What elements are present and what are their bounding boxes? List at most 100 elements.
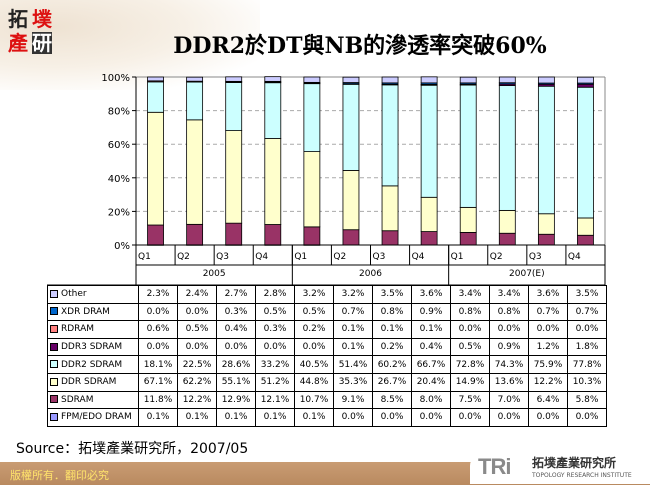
bar-segment-other xyxy=(537,76,555,84)
value-cell: 0.8% xyxy=(489,302,529,322)
value-cell: 0.4% xyxy=(411,337,451,357)
value-cell: 77.8% xyxy=(567,355,607,374)
value-cell: 0.0% xyxy=(528,408,568,427)
logo: 拓 墣 產 研 xyxy=(8,8,58,54)
bar-segment-other xyxy=(577,76,594,84)
value-cell: 74.3% xyxy=(489,355,529,374)
table-row: RDRAM 0.6% 0.5% 0.4% 0.3% 0.2% 0.1% 0.1% 0.1% 0.0… xyxy=(47,320,607,339)
quarter-label: Q3 xyxy=(529,252,542,262)
series-name: XDR DRAM xyxy=(61,306,110,317)
slide-title: DDR2於DT與NB的滲透率突破60% xyxy=(173,33,547,59)
value-cell: 12.1% xyxy=(255,390,295,410)
bar-segment-ddr2-sdram xyxy=(577,86,594,219)
bar-segment-ddr2-sdram xyxy=(264,82,282,139)
value-cell: 0.0% xyxy=(528,320,568,339)
series-name: Other xyxy=(61,289,87,300)
logo-char: 拓 xyxy=(8,7,28,31)
bar-segment-ddr-sdram xyxy=(264,138,282,225)
value-cell: 1.2% xyxy=(528,337,568,357)
data-table: Other 2.3% 2.4% 2.7% 2.8% 3.2% 3.2% 3.5% 3.6% 3.4… xyxy=(47,285,607,427)
legend-swatch xyxy=(50,324,58,333)
value-cell: 0.1% xyxy=(411,320,451,339)
value-cell: 0.5% xyxy=(294,302,334,322)
bar-segment-sdram xyxy=(537,233,555,246)
quarter-label: Q1 xyxy=(138,252,151,262)
series-name: DDR2 SDRAM xyxy=(61,359,123,370)
value-cell: 10.7% xyxy=(294,390,334,410)
value-cell: 0.5% xyxy=(255,302,295,322)
bar-segment-sdram xyxy=(225,222,243,246)
value-cell: 0.0% xyxy=(177,337,217,357)
value-cell: 13.6% xyxy=(489,372,529,392)
bar-segment-ddr-sdram xyxy=(342,170,360,231)
value-cell: 40.5% xyxy=(294,355,334,374)
quarter-label: Q4 xyxy=(412,252,425,262)
quarter-label: Q3 xyxy=(373,252,386,262)
bar-segment-ddr-sdram xyxy=(186,119,204,225)
legend-cell: DDR2 SDRAM xyxy=(47,355,139,374)
bar-segment-other xyxy=(420,76,438,84)
value-cell: 0.0% xyxy=(450,320,490,339)
value-cell: 72.8% xyxy=(450,355,490,374)
value-cell: 14.9% xyxy=(450,372,490,392)
quarter-label: Q4 xyxy=(255,252,268,262)
bar-segment-sdram xyxy=(303,226,321,246)
legend-cell: DDR3 SDRAM xyxy=(47,337,139,357)
value-cell: 5.8% xyxy=(567,390,607,410)
y-tick-label: 100% xyxy=(101,73,130,84)
bar-segment-ddr-sdram xyxy=(147,111,164,226)
logo-char: 墣 xyxy=(32,7,52,31)
value-cell: 0.0% xyxy=(489,408,529,427)
value-cell: 0.0% xyxy=(255,337,295,357)
legend-swatch xyxy=(50,395,58,404)
value-cell: 0.0% xyxy=(138,302,178,322)
legend-cell: SDRAM xyxy=(47,390,139,410)
value-cell: 0.0% xyxy=(216,337,256,357)
value-cell: 0.0% xyxy=(567,408,607,427)
quarter-label: Q1 xyxy=(294,252,307,262)
bar-segment-ddr2-sdram xyxy=(303,83,321,152)
value-cell: 0.2% xyxy=(372,337,412,357)
legend-swatch xyxy=(50,360,58,369)
value-cell: 28.6% xyxy=(216,355,256,374)
value-cell: 0.5% xyxy=(177,320,217,339)
quarter-label: Q2 xyxy=(490,252,503,262)
bar-segment-ddr-sdram xyxy=(537,213,555,235)
series-name: DDR SDRAM xyxy=(61,377,117,388)
bar-segment-ddr-sdram xyxy=(303,151,321,228)
bar-segment-sdram xyxy=(381,230,399,246)
value-cell: 0.0% xyxy=(294,337,334,357)
value-cell: 0.8% xyxy=(450,302,490,322)
logo-char: 研 xyxy=(32,31,52,55)
value-cell: 66.7% xyxy=(411,355,451,374)
year-label: 2005 xyxy=(203,269,226,279)
value-cell: 0.0% xyxy=(567,320,607,339)
value-cell: 67.1% xyxy=(138,372,178,392)
bar-segment-other xyxy=(381,76,399,84)
value-cell: 51.2% xyxy=(255,372,295,392)
quarter-label: Q1 xyxy=(451,252,464,262)
value-cell: 0.6% xyxy=(138,320,178,339)
table-row: FPM/EDO DRAM 0.1% 0.1% 0.1% 0.1% 0.1% 0.0% 0.0%… xyxy=(47,408,607,427)
value-cell: 75.9% xyxy=(528,355,568,374)
y-tick-label: 80% xyxy=(108,107,130,118)
tri-name-cn: 拓墣產業研究所 xyxy=(532,456,617,470)
value-cell: 0.0% xyxy=(450,408,490,427)
legend-swatch xyxy=(50,289,58,298)
value-cell: 0.1% xyxy=(216,408,256,427)
value-cell: 51.4% xyxy=(333,355,373,374)
table-row: SDRAM 11.8% 12.2% 12.9% 12.1% 10.7% 9.1% 8.5% 8.… xyxy=(47,390,607,410)
value-cell: 3.5% xyxy=(567,285,607,304)
value-cell: 0.7% xyxy=(567,302,607,322)
bar-segment-ddr2-sdram xyxy=(342,83,360,171)
value-cell: 2.8% xyxy=(255,285,295,304)
source-note: Source：拓墣產業研究所，2007/05 xyxy=(16,441,249,457)
y-tick-label: 60% xyxy=(108,140,130,151)
bar-segment-ddr3-sdram xyxy=(577,83,594,88)
bar-segment-ddr-sdram xyxy=(420,196,438,232)
y-tick-label: 40% xyxy=(108,174,130,185)
legend-swatch xyxy=(50,412,58,421)
quarter-label: Q2 xyxy=(333,252,346,262)
value-cell: 0.9% xyxy=(411,302,451,322)
bar-segment-other xyxy=(225,76,243,82)
